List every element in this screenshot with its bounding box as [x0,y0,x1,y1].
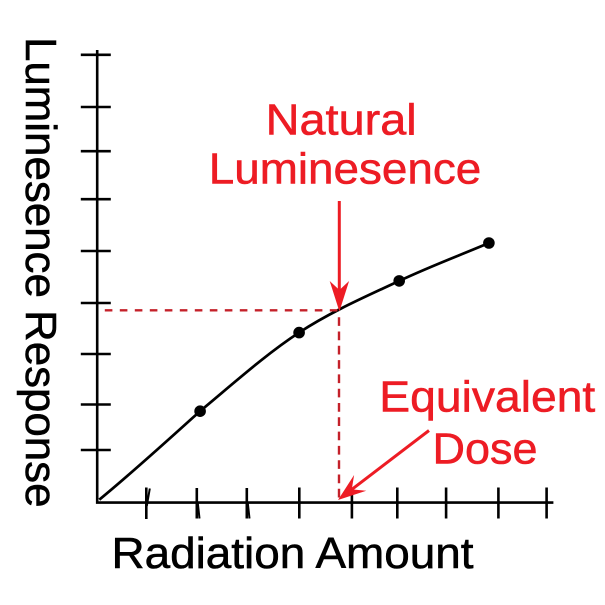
svg-text:Natural: Natural [266,97,417,145]
svg-text:Dose: Dose [433,425,538,473]
svg-text:Luminesence Response: Luminesence Response [16,37,64,508]
svg-text:Luminesence: Luminesence [209,145,482,193]
svg-text:Equivalent: Equivalent [379,374,595,422]
svg-text:Radiation Amount: Radiation Amount [112,530,474,578]
